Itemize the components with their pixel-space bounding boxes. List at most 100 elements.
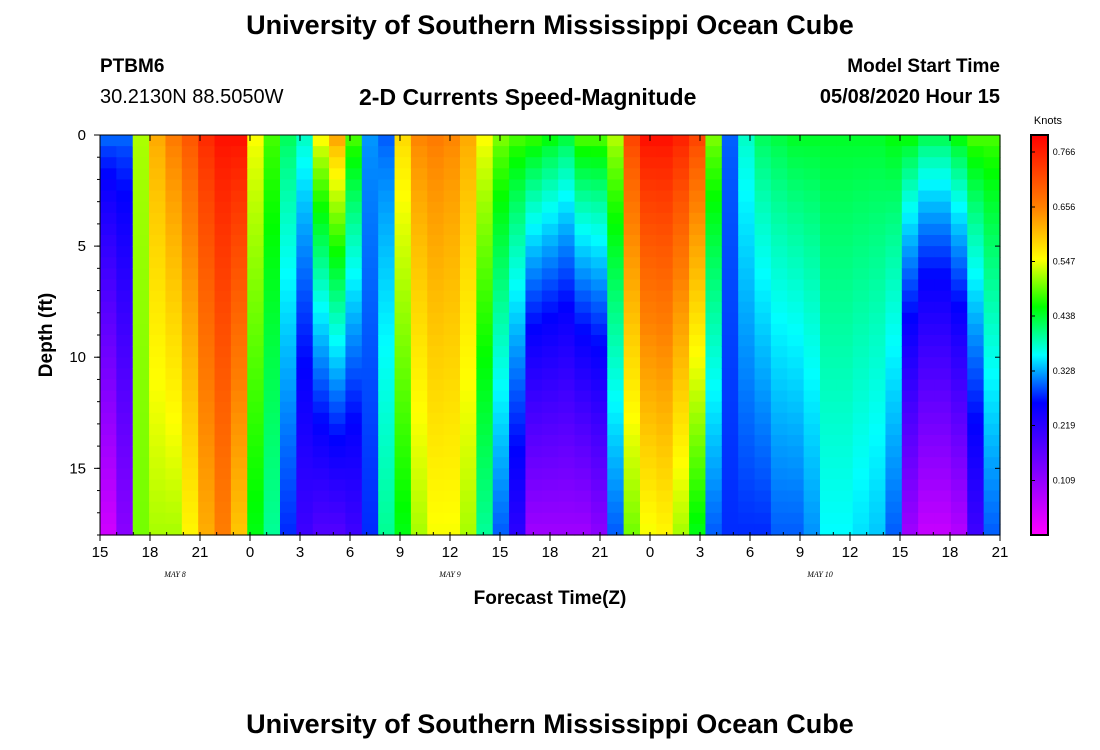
heatmap-cell <box>460 357 477 369</box>
heatmap-cell <box>280 323 297 336</box>
plot-title: 2-D Currents Speed-Magnitude <box>359 84 697 110</box>
heatmap-cell <box>983 423 1001 436</box>
heatmap-cell <box>476 201 494 214</box>
heatmap-cell <box>198 246 216 258</box>
heatmap-cell <box>656 457 674 469</box>
heatmap-cell <box>100 257 117 269</box>
heatmap-cell <box>312 335 330 347</box>
heatmap-cell <box>721 490 739 503</box>
heatmap-cell <box>590 290 608 303</box>
heatmap-cell <box>378 435 396 447</box>
heatmap-cell <box>345 457 363 469</box>
heatmap-cell <box>165 223 183 236</box>
heatmap-cell <box>132 290 150 303</box>
heatmap-cell <box>541 523 559 536</box>
heatmap-cell <box>640 223 657 236</box>
heatmap-cell <box>656 168 674 181</box>
heatmap-cell <box>721 290 739 303</box>
heatmap-cell <box>492 446 510 458</box>
heatmap-cell <box>705 201 723 214</box>
heatmap-cell <box>100 523 117 536</box>
y-tick-label: 0 <box>78 127 86 144</box>
heatmap-cell <box>149 146 167 158</box>
heatmap-cell <box>770 368 788 381</box>
heatmap-cell <box>100 457 117 469</box>
heatmap-cell <box>329 279 347 292</box>
heatmap-cell <box>950 468 968 481</box>
heatmap-cell <box>509 446 527 458</box>
heatmap-cell <box>492 157 510 169</box>
heatmap-cell <box>967 335 985 347</box>
heatmap-cell <box>983 346 1001 358</box>
heatmap-cell <box>820 423 837 436</box>
heatmap-cell <box>149 312 167 325</box>
heatmap-cell <box>263 501 281 514</box>
heatmap-cell <box>509 201 527 214</box>
heatmap-cell <box>345 212 363 225</box>
heatmap-cell <box>149 335 167 347</box>
heatmap-cell <box>820 212 837 225</box>
heatmap-cell <box>410 135 428 147</box>
heatmap-cell <box>901 501 919 514</box>
heatmap-cell <box>427 246 445 258</box>
heatmap-cell <box>721 190 739 203</box>
heatmap-cell <box>247 346 265 358</box>
heatmap-cell <box>967 423 985 436</box>
heatmap-cell <box>329 179 347 192</box>
heatmap-cell <box>574 346 592 358</box>
heatmap-cell <box>787 290 805 303</box>
heatmap-cell <box>476 423 494 436</box>
heatmap-cell <box>181 468 199 481</box>
heatmap-cell <box>721 279 739 292</box>
heatmap-cell <box>378 446 396 458</box>
heatmap-cell <box>738 235 756 247</box>
heatmap-cell <box>623 390 641 403</box>
x-tick-label: 9 <box>396 544 404 561</box>
heatmap-cell <box>312 412 330 425</box>
heatmap-cell <box>934 223 952 236</box>
heatmap-cell <box>525 512 543 525</box>
heatmap-cell <box>230 212 248 225</box>
heatmap-cell <box>312 168 330 181</box>
heatmap-cell <box>427 435 445 447</box>
heatmap-cell <box>967 323 985 336</box>
heatmap-cell <box>574 290 592 303</box>
heatmap-cell <box>820 390 837 403</box>
heatmap-cell <box>476 223 494 236</box>
heatmap-cell <box>705 257 723 269</box>
heatmap-cell <box>329 268 347 281</box>
heatmap-cell <box>525 168 543 181</box>
heatmap-cell <box>427 212 445 225</box>
heatmap-cell <box>296 490 314 503</box>
heatmap-cell <box>836 301 854 314</box>
heatmap-cell <box>656 423 674 436</box>
heatmap-cell <box>541 290 559 303</box>
heatmap-cell <box>443 212 461 225</box>
heatmap-cell <box>247 490 265 503</box>
heatmap-cell <box>541 235 559 247</box>
heatmap-cell <box>869 368 887 381</box>
heatmap-cell <box>836 368 854 381</box>
heatmap-cell <box>574 146 592 158</box>
heatmap-cell <box>770 357 788 369</box>
heatmap-cell <box>509 223 527 236</box>
heatmap-cell <box>672 512 690 525</box>
heatmap-cell <box>149 523 167 536</box>
heatmap-cell <box>705 212 723 225</box>
heatmap-cell <box>623 190 641 203</box>
heatmap-cell <box>378 190 396 203</box>
heatmap-cell <box>918 257 936 269</box>
heatmap-cell <box>885 212 903 225</box>
heatmap-cell <box>590 401 608 414</box>
heatmap-cell <box>885 401 903 414</box>
heatmap-cell <box>149 512 167 525</box>
heatmap-cell <box>836 479 854 492</box>
heatmap-cell <box>738 423 756 436</box>
heatmap-cell <box>656 146 674 158</box>
heatmap-cell <box>623 235 641 247</box>
heatmap-cell <box>656 357 674 369</box>
heatmap-cell <box>312 312 330 325</box>
heatmap-cell <box>181 168 199 181</box>
heatmap-cell <box>345 379 363 392</box>
heatmap-cell <box>280 401 297 414</box>
